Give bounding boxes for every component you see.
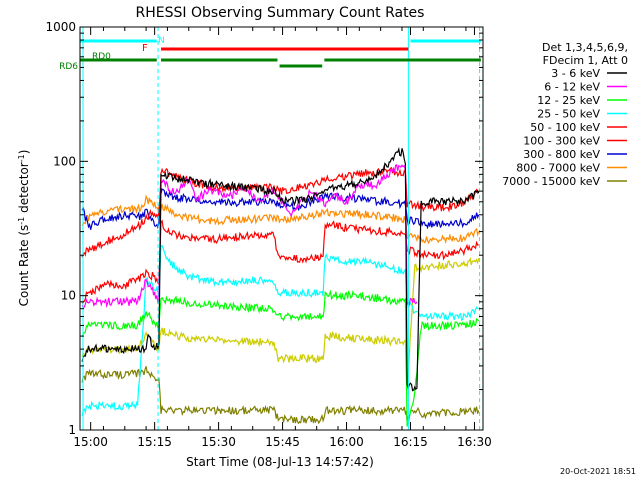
x-tick-label: 15:00 <box>73 435 108 449</box>
legend-label: 7000 - 15000 keV <box>502 175 600 188</box>
legend-header-line-2: FDecim 1, Att 0 <box>543 54 628 67</box>
x-tick-label: 15:30 <box>201 435 236 449</box>
series-line-3-6-kev <box>81 146 480 392</box>
legend: Det 1,3,4,5,6,9, FDecim 1, Att 0 3 - 6 k… <box>502 41 628 188</box>
y-tick-label: 1 <box>68 423 76 437</box>
legend-label: 50 - 100 keV <box>530 121 600 134</box>
x-tick-label: 16:00 <box>329 435 364 449</box>
plot-frame <box>79 26 484 431</box>
legend-label: 25 - 50 keV <box>537 108 600 121</box>
flag-label-f: F <box>142 43 148 54</box>
y-axis: 1 10 100 1000 <box>45 20 483 437</box>
x-tick-label: 16:15 <box>393 435 428 449</box>
series-line-800-7000-kev <box>81 194 480 245</box>
legend-label: 300 - 800 keV <box>523 148 600 161</box>
y-tick-label: 1000 <box>45 20 76 34</box>
x-tick-label: 15:45 <box>265 435 300 449</box>
y-axis-label: Count Rate (s-1 detector-1) <box>17 150 31 307</box>
flag-label-n: N <box>158 36 165 46</box>
legend-label: 800 - 7000 keV <box>516 162 600 175</box>
series-line-12-25-kev <box>81 289 480 427</box>
chart-title: RHESSI Observing Summary Count Rates <box>136 5 425 21</box>
x-tick-label: 16:30 <box>457 435 492 449</box>
series-line-6-12-kev <box>81 164 418 309</box>
y-tick-label: 100 <box>53 154 76 168</box>
legend-label: 3 - 6 keV <box>551 67 600 80</box>
x-axis: 15:00 15:15 15:30 15:45 16:00 16:15 16:30 <box>73 27 492 449</box>
series-line-50-100-kev <box>81 219 479 304</box>
x-axis-label: Start Time (08-Jul-13 14:57:42) <box>186 455 374 469</box>
series-line-7000-15000-kev <box>81 366 480 425</box>
legend-label: 12 - 25 keV <box>537 94 600 107</box>
x-tick-label: 15:15 <box>137 435 172 449</box>
series-layer <box>81 146 480 427</box>
flag-label-rd6: RD6 <box>59 62 78 72</box>
flag-label-rd0: RD0 <box>92 52 111 62</box>
legend-header-line-1: Det 1,3,4,5,6,9, <box>542 41 628 54</box>
timestamp: 20-Oct-2021 18:51 <box>560 467 636 476</box>
series-line-300-800-kev <box>81 188 480 230</box>
y-tick-label: 10 <box>61 289 76 303</box>
legend-label: 6 - 12 keV <box>544 81 600 94</box>
series-line-100-300-kev <box>81 165 480 258</box>
flag-bars: NF RD0 RD6 <box>59 27 481 430</box>
legend-label: 100 - 300 keV <box>523 135 600 148</box>
